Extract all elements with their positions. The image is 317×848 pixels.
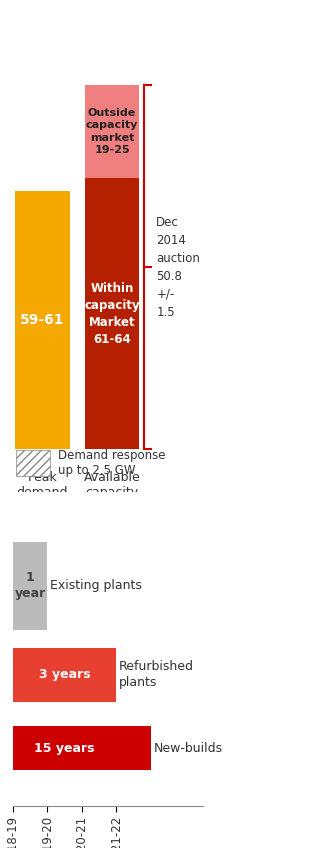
Text: New-builds: New-builds: [154, 742, 223, 755]
Text: Dec
2014
auction
50.8
+/-
1.5: Dec 2014 auction 50.8 +/- 1.5: [156, 215, 200, 319]
Text: Available
capacity: Available capacity: [84, 471, 140, 499]
Text: 3 years: 3 years: [39, 668, 90, 681]
Text: Peak
demand: Peak demand: [17, 471, 68, 499]
Text: Existing plants: Existing plants: [50, 579, 142, 593]
Bar: [13, 542, 47, 630]
Text: Refurbished
plants: Refurbished plants: [119, 661, 194, 689]
Text: Outside
capacity
market
19-25: Outside capacity market 19-25: [86, 108, 138, 155]
Bar: [15, 191, 70, 449]
Bar: [16, 450, 50, 476]
Bar: [85, 85, 139, 178]
Text: Within
capacity
Market
61-64: Within capacity Market 61-64: [84, 282, 140, 346]
Text: Demand response
up to 2.5 GW: Demand response up to 2.5 GW: [58, 449, 166, 477]
Text: 15 years: 15 years: [34, 742, 95, 755]
Bar: [13, 726, 151, 770]
Text: 1
year: 1 year: [14, 572, 46, 600]
Bar: [85, 178, 139, 449]
Bar: [13, 648, 116, 702]
Text: 59-61: 59-61: [20, 313, 65, 327]
